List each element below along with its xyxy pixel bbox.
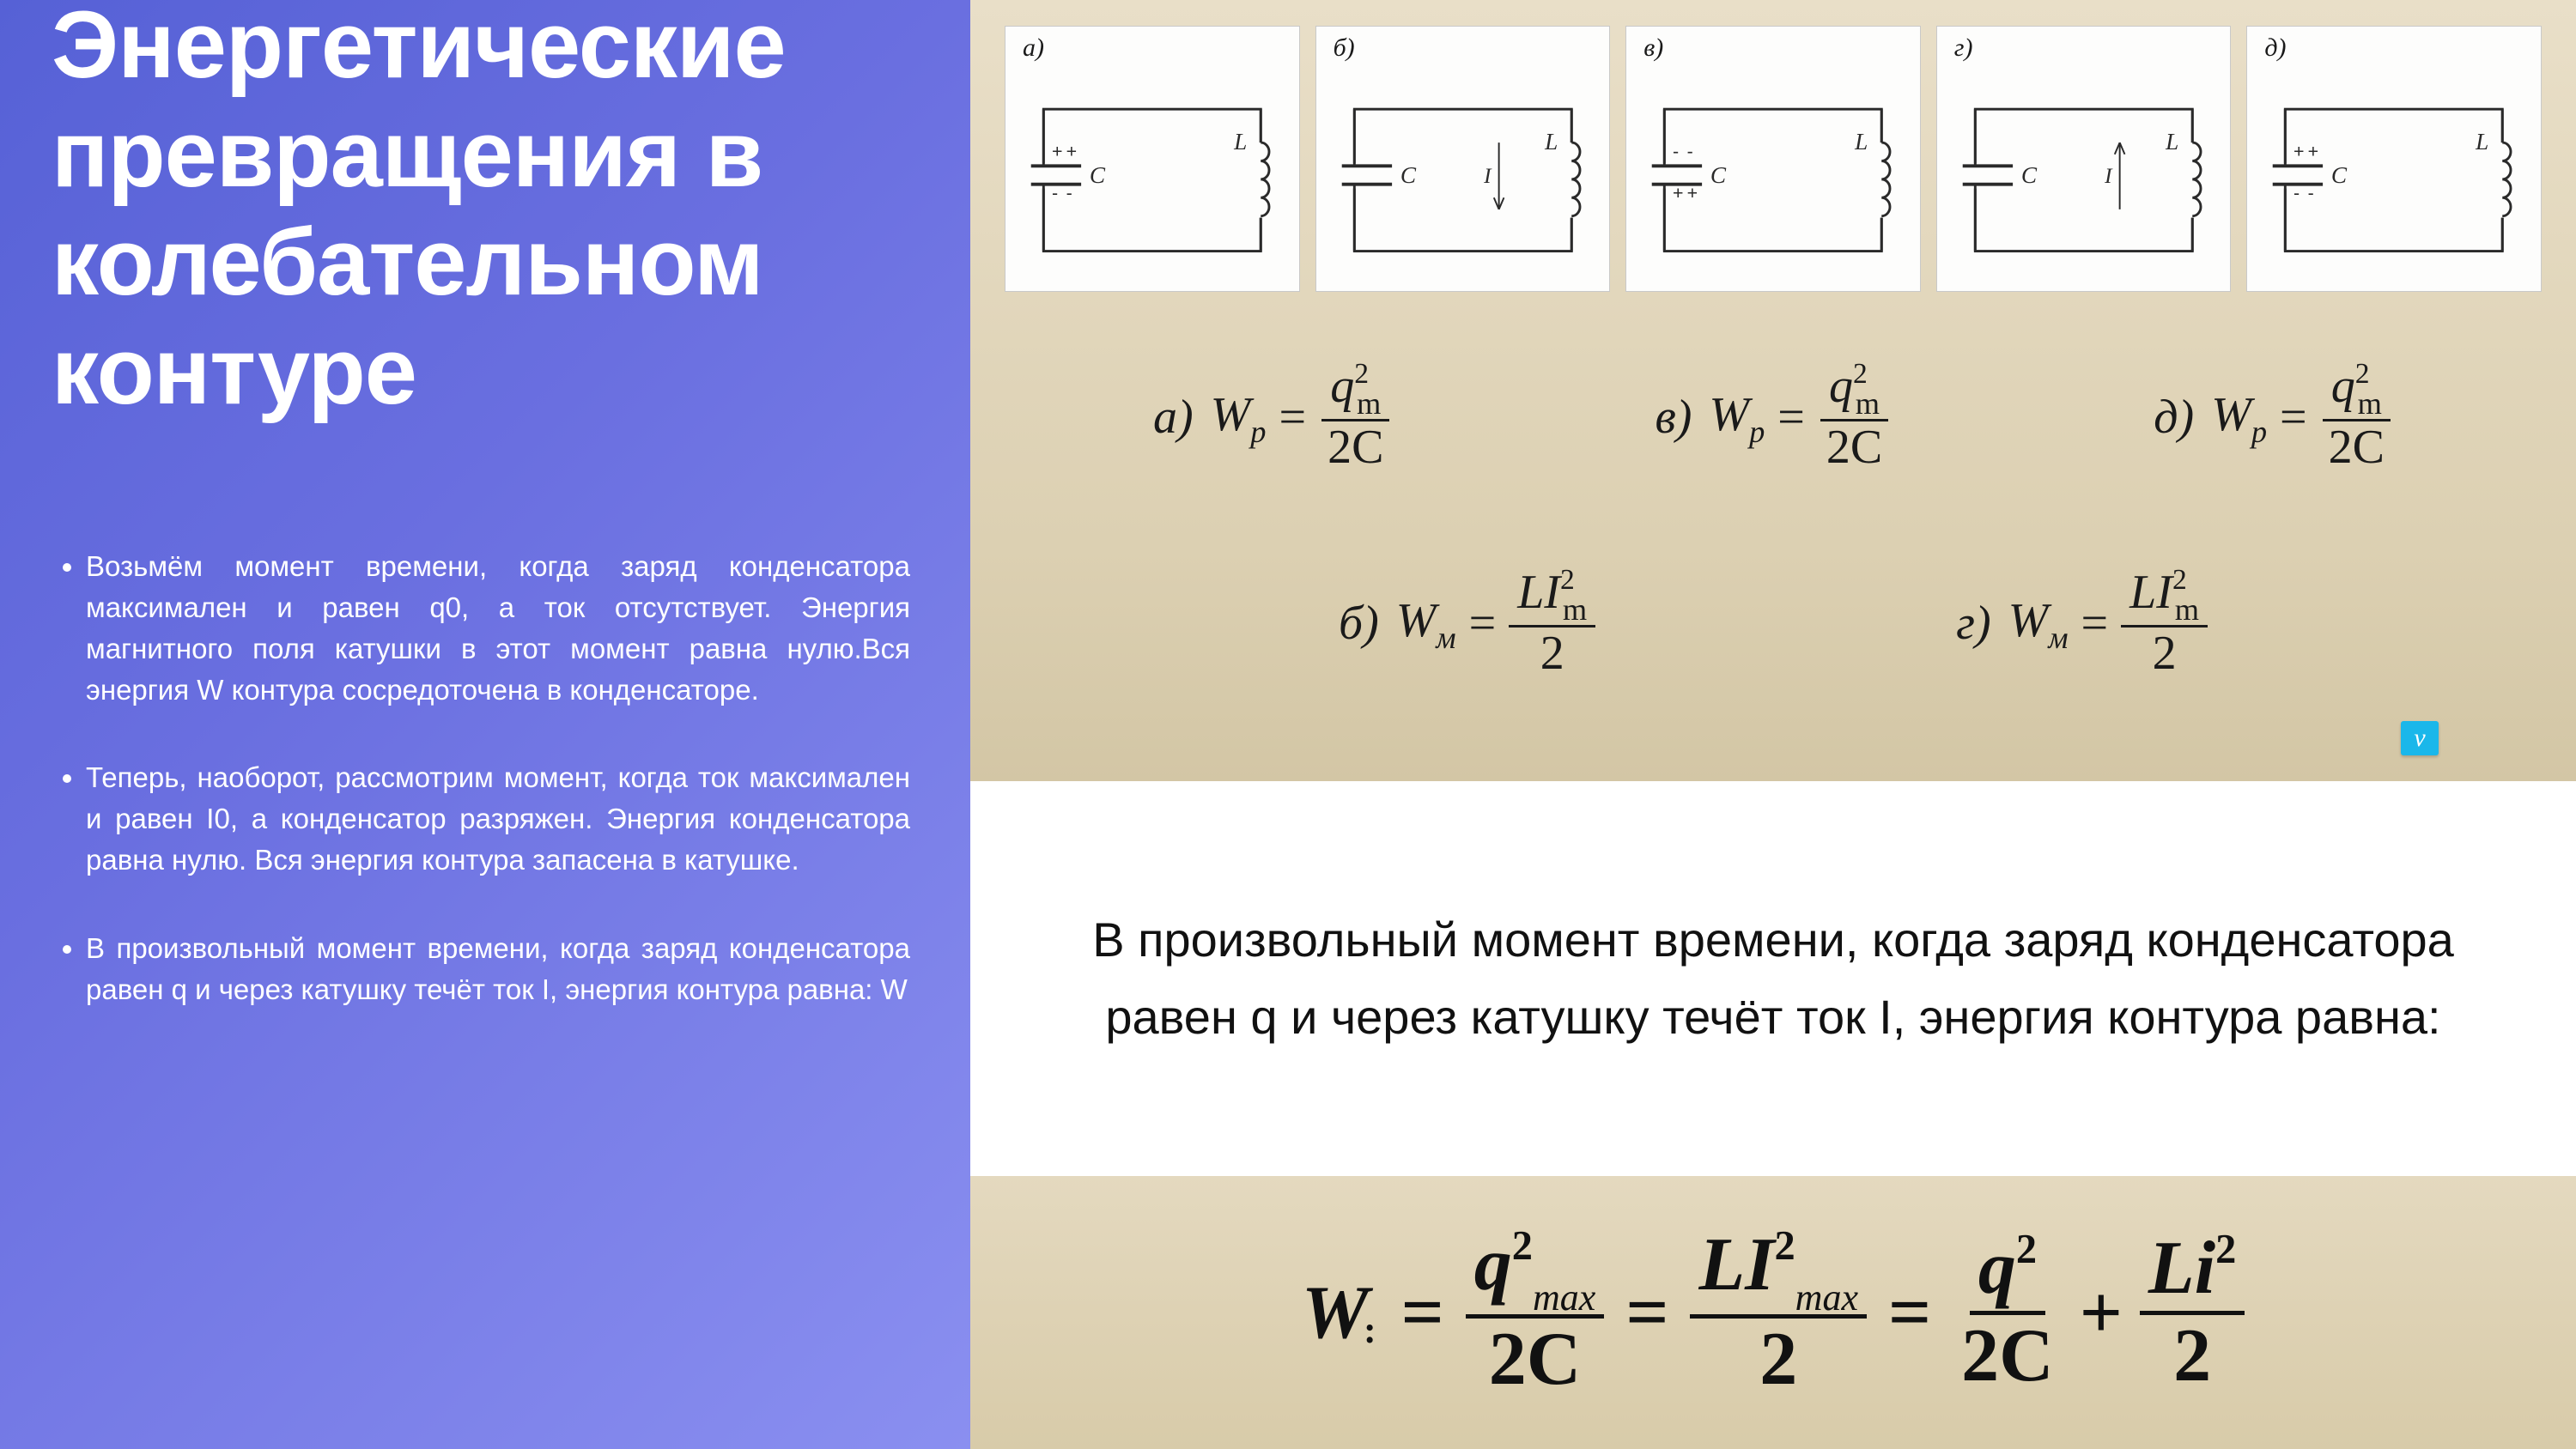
svg-text:+: +	[1673, 183, 1684, 203]
circuit-card: б) C L I	[1315, 26, 1611, 292]
circuit-label: в)	[1643, 33, 1663, 63]
bullet-item: Возьмём момент времени, когда заряд конд…	[86, 546, 910, 710]
circuit-label: а)	[1023, 33, 1044, 63]
formula-row-2: б) Wм = LI2m 2 г) Wм = LI2m 2	[1022, 567, 2524, 681]
svg-text:L: L	[1544, 129, 1558, 155]
circuit-card: а) ++ -- C L	[1005, 26, 1300, 292]
vimeo-icon: v	[2401, 721, 2439, 755]
svg-text:-: -	[2293, 183, 2300, 203]
circuit-svg: ++ -- C L	[2264, 78, 2524, 274]
formula-row-1: а) Wp = q2m 2C в) Wp = q2m 2C д) Wp = q2…	[1022, 361, 2524, 475]
left-panel: Энергетические превращения в колебательн…	[0, 0, 970, 1449]
circuit-card: г) C L I	[1936, 26, 2232, 292]
circuits-row: а) ++-- C L б) C L	[1005, 26, 2542, 292]
svg-text:C: C	[2021, 162, 2038, 188]
svg-text:I: I	[2104, 164, 2113, 188]
svg-text:+: +	[1052, 142, 1063, 162]
mid-text-block: В произвольный момент времени, когда зар…	[970, 781, 2576, 1176]
circuit-card: в) -- ++ C L	[1625, 26, 1921, 292]
slide: Энергетические превращения в колебательн…	[0, 0, 2576, 1449]
svg-text:I: I	[1483, 164, 1492, 188]
circuit-label: г)	[1954, 33, 1973, 63]
svg-text:-: -	[1673, 142, 1679, 162]
circuit-label: б)	[1334, 33, 1355, 63]
bottom-formula-block: W:= q2max 2C = LI2max 2 = q2 2C + Li2 2	[970, 1176, 2576, 1449]
svg-text:L: L	[2165, 129, 2178, 155]
svg-text:L: L	[1233, 129, 1247, 155]
svg-text:C: C	[1710, 162, 1727, 188]
svg-text:+: +	[1066, 142, 1078, 162]
circuit-svg: -- ++ C L	[1643, 78, 1903, 274]
svg-text:C: C	[1090, 162, 1106, 188]
svg-text:-: -	[1687, 142, 1693, 162]
slide-title: Энергетические превращения в колебательн…	[52, 0, 910, 426]
bullet-item: Теперь, наоборот, рассмотрим момент, ког…	[86, 757, 910, 881]
formula: г) Wм = LI2m 2	[1956, 567, 2208, 681]
svg-text:-: -	[1052, 183, 1058, 203]
bullet-list: Возьмём момент времени, когда заряд конд…	[52, 546, 910, 1058]
formula: б) Wм = LI2m 2	[1339, 567, 1595, 681]
diagram-area: а) ++-- C L б) C L	[970, 0, 2576, 781]
formula: а) Wp = q2m 2C	[1153, 361, 1392, 475]
svg-text:-: -	[2308, 183, 2314, 203]
circuit-card: д) ++ -- C L	[2246, 26, 2542, 292]
svg-text:+: +	[2293, 142, 2305, 162]
circuit-svg: C L I	[1334, 78, 1593, 274]
formula: д) Wp = q2m 2C	[2154, 361, 2393, 475]
bullet-item: В произвольный момент времени, когда зар…	[86, 928, 910, 1010]
big-formula: W:= q2max 2C = LI2max 2 = q2 2C + Li2 2	[1302, 1224, 2245, 1402]
mid-text: В произвольный момент времени, когда зар…	[1056, 901, 2490, 1055]
formula: в) Wp = q2m 2C	[1655, 361, 1891, 475]
svg-text:+: +	[1687, 183, 1698, 203]
svg-text:+: +	[2308, 142, 2319, 162]
circuit-label: д)	[2264, 33, 2286, 63]
svg-text:C: C	[2331, 162, 2348, 188]
svg-text:L: L	[2476, 129, 2489, 155]
circuit-svg: C L I	[1954, 78, 2214, 274]
circuit-svg: ++ -- C L	[1023, 78, 1282, 274]
right-panel: а) ++-- C L б) C L	[970, 0, 2576, 1449]
svg-text:C: C	[1400, 162, 1416, 188]
svg-text:L: L	[1854, 129, 1868, 155]
svg-text:-: -	[1066, 183, 1072, 203]
